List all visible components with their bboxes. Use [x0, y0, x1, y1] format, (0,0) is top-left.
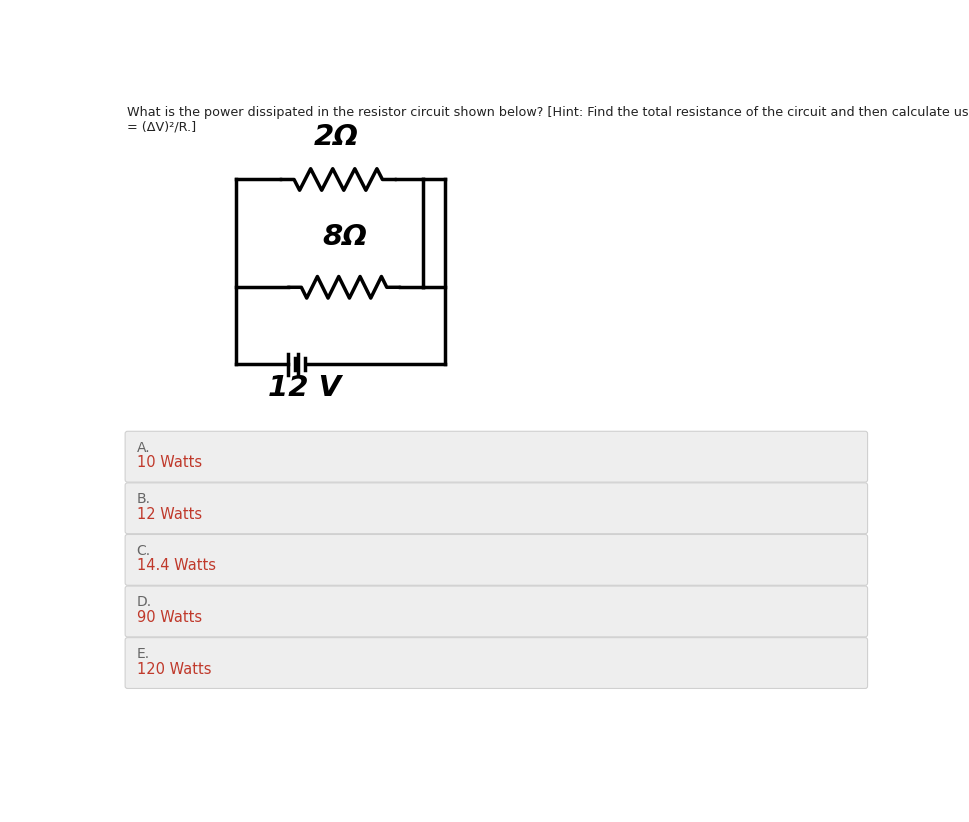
FancyBboxPatch shape: [125, 586, 866, 637]
Text: E.: E.: [137, 647, 150, 661]
Text: 12 V: 12 V: [268, 374, 341, 402]
Text: What is the power dissipated in the resistor circuit shown below? [Hint: Find th: What is the power dissipated in the resi…: [127, 106, 969, 119]
FancyBboxPatch shape: [125, 432, 866, 482]
Text: 90 Watts: 90 Watts: [137, 610, 202, 625]
FancyBboxPatch shape: [125, 638, 866, 689]
FancyBboxPatch shape: [125, 483, 866, 533]
Text: B.: B.: [137, 492, 150, 506]
Text: 10 Watts: 10 Watts: [137, 455, 202, 470]
Text: 8Ω: 8Ω: [322, 223, 366, 251]
Text: A.: A.: [137, 441, 150, 455]
Text: 14.4 Watts: 14.4 Watts: [137, 558, 215, 573]
Text: D.: D.: [137, 595, 152, 609]
Text: 120 Watts: 120 Watts: [137, 662, 211, 677]
FancyBboxPatch shape: [125, 534, 866, 585]
Text: C.: C.: [137, 543, 151, 557]
Text: 2Ω: 2Ω: [314, 123, 359, 151]
Text: 12 Watts: 12 Watts: [137, 506, 202, 522]
Text: = (ΔV)²/R.]: = (ΔV)²/R.]: [127, 120, 197, 133]
